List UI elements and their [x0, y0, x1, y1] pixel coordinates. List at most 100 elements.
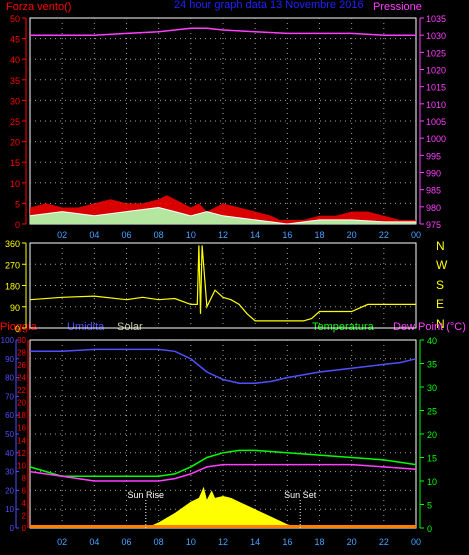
rain-tick-label: 12	[17, 449, 26, 458]
humidity-tick-label: 40	[5, 449, 14, 458]
rain-tick-label: 24	[17, 374, 26, 383]
dewpoint-line	[29, 463, 417, 482]
wind-tick-label: 15	[10, 158, 20, 168]
temperature-tick-label: 25	[427, 407, 437, 417]
rain-tick-label: 22	[17, 386, 26, 395]
humidity-tick-label: 70	[5, 392, 14, 401]
panel1-hour-label: 16	[282, 230, 292, 240]
temperature-tick-label: 20	[427, 430, 437, 440]
panel1-hour-label: 18	[314, 230, 324, 240]
wind-tick-label: 10	[10, 179, 20, 189]
wind-tick-label: 0	[15, 220, 20, 230]
pressure-tick-label: 1035	[426, 14, 446, 24]
wind-tick-label: 30	[10, 96, 20, 106]
pressure-tick-label: 980	[426, 203, 441, 213]
panel3-hour-label: 08	[154, 537, 164, 547]
panel1-hour-label: 06	[121, 230, 131, 240]
pressure-tick-label: 1030	[426, 31, 446, 41]
rain-tick-label: 2	[22, 511, 27, 520]
direction-tick-label: 270	[5, 260, 20, 270]
panel1-hour-label: 22	[379, 230, 389, 240]
direction-tick-label: 180	[5, 282, 20, 292]
solar-area	[145, 486, 301, 528]
rain-tick-label: 4	[22, 499, 27, 508]
rain-baseline	[30, 525, 416, 528]
temperature-tick-label: 0	[427, 524, 432, 534]
panel3-hour-label: 04	[89, 537, 99, 547]
humidity-tick-label: 100	[1, 336, 15, 345]
chart-tick-labels: 0510152025303540455097598098599099510001…	[1, 14, 446, 547]
humidity-tick-label: 90	[5, 355, 14, 364]
panel3-hour-label: 16	[282, 537, 292, 547]
temperature-tick-label: 5	[427, 501, 432, 511]
rain-tick-label: 16	[17, 424, 26, 433]
panel1-hour-label: 12	[218, 230, 228, 240]
panel1-hour-label: 00	[411, 230, 421, 240]
pressure-tick-label: 1005	[426, 117, 446, 127]
rain-tick-label: 18	[17, 411, 26, 420]
direction-tick-label: 360	[5, 239, 20, 249]
wind-tick-label: 50	[10, 14, 20, 24]
panel1-hour-label: 20	[347, 230, 357, 240]
pressure-tick-label: 995	[426, 151, 441, 161]
wind-tick-label: 35	[10, 76, 20, 86]
compass-n-bottom: N	[436, 317, 445, 331]
chart-marks	[29, 27, 417, 528]
temperature-tick-label: 10	[427, 477, 437, 487]
humidity-axis-label: Umidita	[67, 321, 105, 333]
rain-tick-label: 10	[17, 461, 26, 470]
pressure-tick-label: 1000	[426, 134, 446, 144]
temperature-tick-label: 30	[427, 383, 437, 393]
direction-tick-label: 0	[15, 324, 20, 334]
humidity-tick-label: 0	[10, 524, 15, 533]
direction-tick-label: 90	[10, 303, 20, 313]
humidity-tick-label: 30	[5, 468, 14, 477]
humidity-tick-label: 10	[5, 505, 14, 514]
panel3-hour-label: 14	[250, 537, 260, 547]
compass-n-top: N	[436, 239, 445, 253]
wind-tick-label: 20	[10, 138, 20, 148]
rain-tick-label: 0	[22, 524, 27, 533]
temperature-line	[29, 449, 417, 478]
panel3-hour-label: 22	[379, 537, 389, 547]
temperature-tick-label: 15	[427, 454, 437, 464]
pressure-tick-label: 1025	[426, 48, 446, 58]
panel3-hour-label: 00	[411, 537, 421, 547]
rain-tick-label: 20	[17, 399, 26, 408]
temperature-tick-label: 35	[427, 360, 437, 370]
panel1-hour-label: 10	[186, 230, 196, 240]
panel3-hour-label: 18	[314, 537, 324, 547]
rain-tick-label: 6	[22, 486, 27, 495]
panel3-hour-label: 02	[57, 537, 67, 547]
pressure-axis-label: Pressione	[373, 1, 422, 13]
sunrise-label: Sun Rise	[128, 490, 165, 500]
panel1-hour-label: 14	[250, 230, 260, 240]
pressure-tick-label: 1020	[426, 66, 446, 76]
wind-axis-label: Forza vento()	[6, 1, 71, 13]
wind-tick-label: 45	[10, 35, 20, 45]
pressure-tick-label: 975	[426, 220, 441, 230]
panel3-hour-label: 10	[186, 537, 196, 547]
chart-title: 24 hour graph data 13 Novembre 2016	[174, 0, 364, 11]
pressure-tick-label: 1010	[426, 100, 446, 110]
rain-tick-label: 8	[22, 474, 27, 483]
humidity-tick-label: 60	[5, 411, 14, 420]
pressure-tick-label: 990	[426, 169, 441, 179]
compass-s: S	[436, 278, 444, 292]
rain-axis-label: Pioggia	[0, 321, 38, 333]
wind-tick-label: 40	[10, 55, 20, 65]
panel3-hour-label: 12	[218, 537, 228, 547]
wind-tick-label: 5	[15, 199, 20, 209]
temperature-tick-label: 40	[427, 336, 437, 346]
humidity-line	[30, 348, 417, 384]
pressure-tick-label: 985	[426, 186, 441, 196]
compass-e: E	[436, 297, 444, 311]
rain-tick-label: 14	[17, 436, 26, 445]
rain-tick-label: 28	[17, 349, 26, 358]
humidity-tick-label: 20	[5, 486, 14, 495]
humidity-tick-label: 50	[5, 430, 14, 439]
dewpoint-axis-label: Dew Point (°C)	[393, 321, 466, 333]
panel1-hour-label: 08	[154, 230, 164, 240]
